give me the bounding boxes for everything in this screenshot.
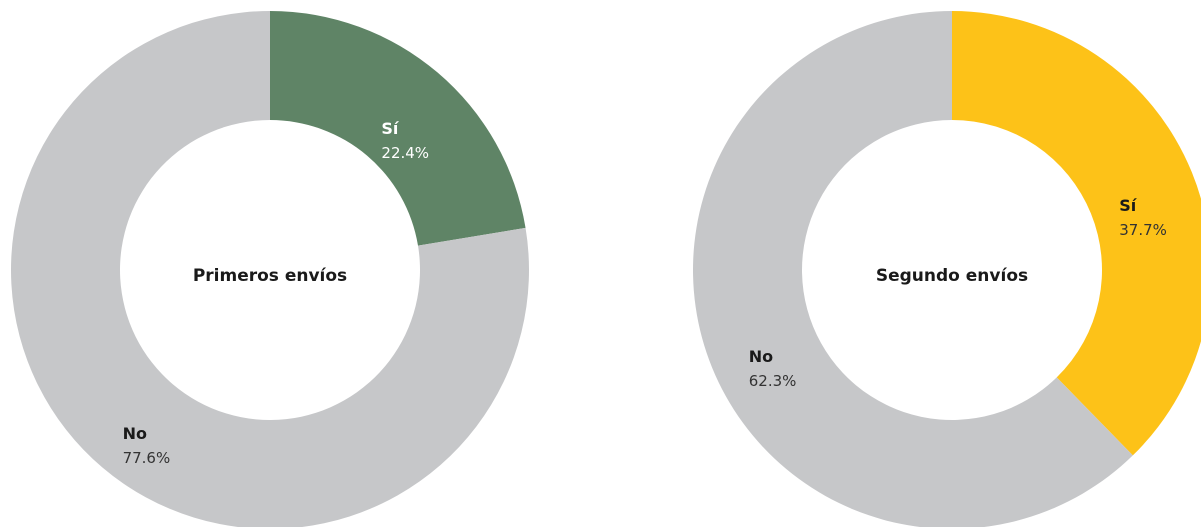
donut-slice [270,11,526,246]
chart-title: Primeros envíos [193,266,347,286]
slice-label-value: 37.7% [1119,221,1167,239]
slice-label-name: No [749,347,773,366]
slice-label-value: 77.6% [123,449,171,467]
donut-slice [952,11,1201,456]
slice-label-name: Sí [1119,196,1138,215]
slice-label-value: 22.4% [381,144,429,162]
slice-label-name: Sí [381,119,400,138]
donut-slice [693,11,1133,527]
slice-label-name: No [123,424,147,443]
chart-title: Segundo envíos [876,266,1028,286]
slice-label-value: 62.3% [749,372,797,390]
donut-slice [11,11,529,527]
